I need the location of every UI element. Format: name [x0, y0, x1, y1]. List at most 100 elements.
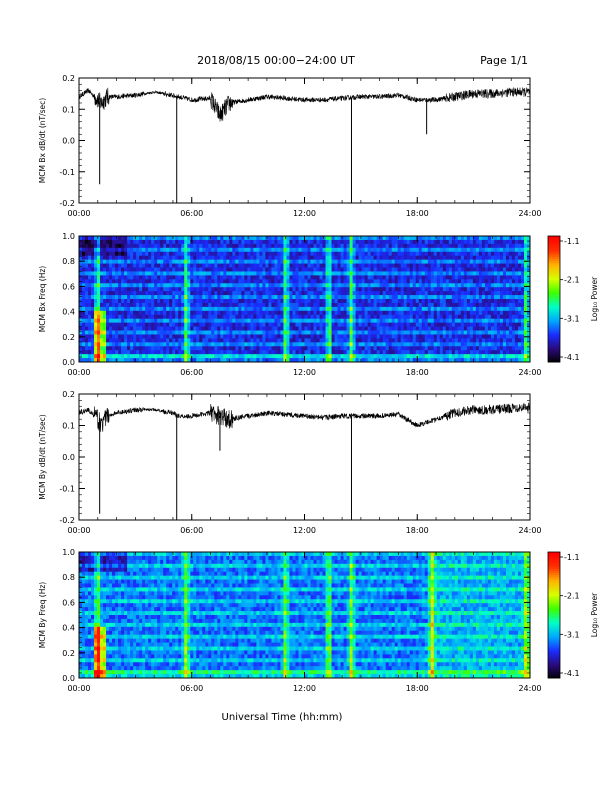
heat-cell: [415, 247, 420, 253]
heat-cell: [229, 334, 233, 339]
heat-cell: [127, 247, 131, 253]
heat-cell: [325, 354, 329, 359]
heat-cell: [496, 326, 501, 331]
heat-cell: [205, 271, 209, 276]
heat-cell: [361, 287, 366, 292]
heat-cell: [412, 358, 417, 363]
heat-cell: [127, 310, 131, 316]
heat-cell: [508, 326, 513, 331]
heat-cell: [103, 299, 107, 304]
heat-cell: [484, 314, 489, 320]
heat-cell: [526, 275, 531, 280]
page-indicator: Page 1/1: [480, 54, 528, 67]
heat-cell: [151, 342, 155, 347]
heat-cell: [235, 302, 239, 308]
heat-cell: [475, 314, 480, 320]
heat-cell: [463, 267, 468, 272]
heat-cell: [283, 287, 287, 292]
heat-cell: [466, 306, 471, 312]
heat-cell: [502, 251, 507, 257]
heat-cell: [508, 283, 513, 288]
heat-cell: [484, 322, 489, 327]
heat-cell: [85, 251, 89, 257]
heat-cell: [175, 330, 179, 335]
heat-cell: [91, 299, 95, 304]
heat-cell: [373, 354, 378, 359]
heat-cell: [232, 263, 236, 268]
heat-cell: [136, 295, 140, 300]
heat-cell: [517, 295, 522, 300]
heat-cell: [250, 271, 254, 276]
heat-cell: [130, 271, 134, 276]
heat-cell: [421, 255, 426, 261]
heat-cell: [496, 334, 501, 339]
heat-cell: [508, 279, 513, 284]
heat-cell: [259, 291, 263, 296]
heat-cell: [523, 318, 528, 324]
heat-cell: [340, 342, 344, 347]
heat-cell: [391, 239, 396, 245]
heat-cell: [421, 263, 426, 268]
heat-cell: [241, 314, 245, 320]
heat-cell: [136, 318, 140, 324]
heat-cell: [466, 330, 471, 335]
heat-cell: [313, 236, 317, 241]
heat-cell: [253, 350, 257, 355]
heat-cell: [247, 342, 251, 347]
heat-cell: [343, 295, 347, 300]
heat-cell: [91, 358, 95, 363]
heat-cell: [289, 275, 293, 280]
heat-cell: [217, 243, 221, 249]
heat-cell: [118, 295, 122, 300]
heat-cell: [466, 318, 471, 324]
heat-cell: [301, 236, 305, 241]
heat-cell: [310, 243, 314, 249]
heat-cell: [268, 267, 272, 272]
heat-cell: [469, 358, 474, 363]
heat-cell: [169, 283, 173, 288]
heat-cell: [442, 291, 447, 296]
heat-cell: [382, 330, 387, 335]
heat-cell: [313, 295, 317, 300]
heat-cell: [160, 338, 164, 343]
heat-cell: [319, 338, 323, 343]
heat-cell: [241, 263, 245, 268]
heat-cell: [460, 350, 465, 355]
heat-cell: [199, 306, 203, 312]
heat-cell: [274, 334, 278, 339]
heat-cell: [238, 287, 242, 292]
heat-cell: [481, 291, 486, 296]
colorbar-cell: [548, 332, 560, 336]
heat-cell: [313, 314, 317, 320]
heat-cell: [520, 287, 525, 292]
heat-cell: [409, 291, 414, 296]
heat-cell: [325, 291, 329, 296]
heat-cell: [112, 318, 116, 324]
heat-cell: [232, 314, 236, 320]
heat-cell: [496, 259, 501, 264]
heat-cell: [523, 346, 528, 351]
colorbar-cell: [548, 296, 560, 300]
heat-cell: [424, 310, 429, 316]
heat-cell: [229, 342, 233, 347]
heat-cell: [223, 330, 227, 335]
heat-cell: [298, 354, 302, 359]
heat-cell: [115, 279, 119, 284]
heat-cell: [229, 287, 233, 292]
heat-cell: [316, 243, 320, 249]
heat-cell: [226, 326, 230, 331]
heat-cell: [103, 255, 107, 261]
heat-cell: [454, 295, 459, 300]
heat-cell: [517, 342, 522, 347]
colorbar-cell: [548, 271, 560, 275]
heat-cell: [259, 334, 263, 339]
heat-cell: [403, 322, 408, 327]
heat-cell: [175, 326, 179, 331]
heat-cell: [232, 346, 236, 351]
heat-cell: [229, 338, 233, 343]
heat-cell: [355, 326, 360, 331]
heat-cell: [394, 314, 399, 320]
heat-cell: [436, 271, 441, 276]
heat-cell: [502, 338, 507, 343]
heat-cell: [262, 318, 266, 324]
